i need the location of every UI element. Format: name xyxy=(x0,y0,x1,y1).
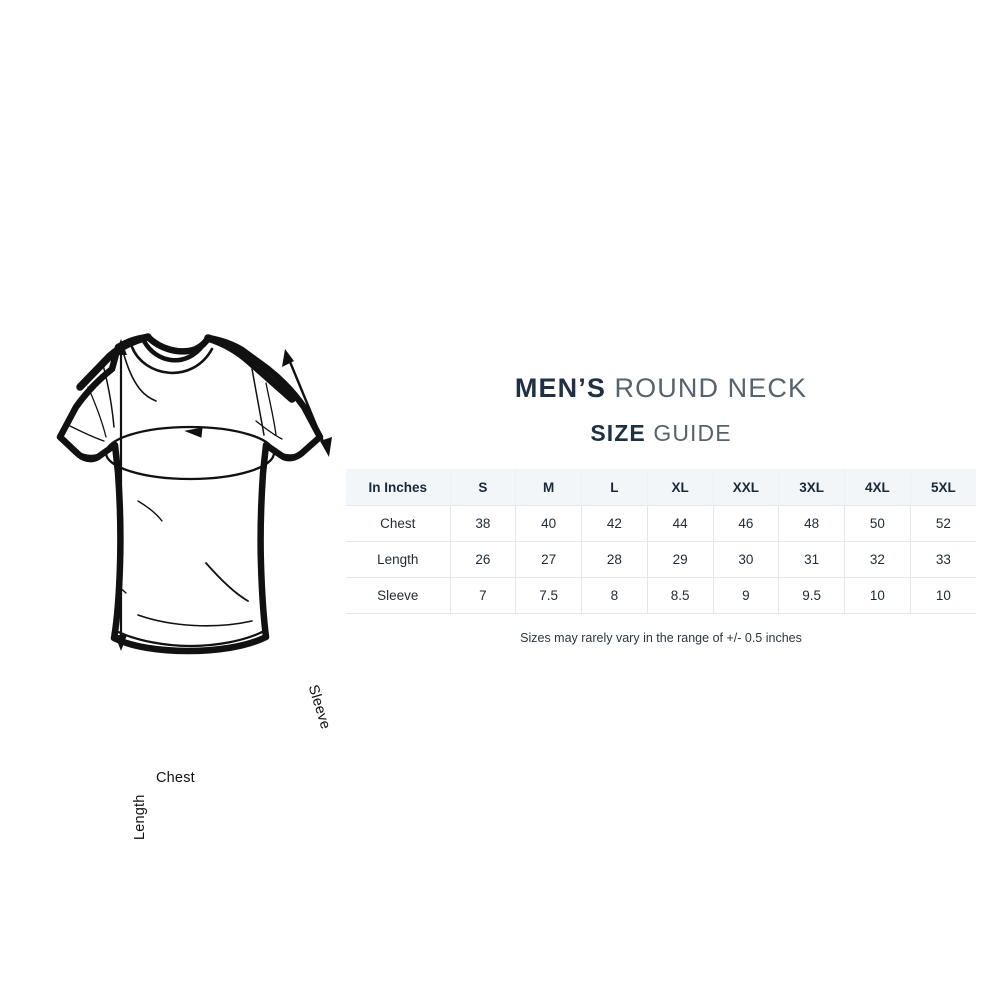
cell-length-5xl: 33 xyxy=(910,541,976,578)
cell-sleeve-3xl: 9.5 xyxy=(778,577,845,614)
page-subtitle: SIZE GUIDE xyxy=(346,422,976,445)
cell-length-4xl: 32 xyxy=(844,541,911,578)
length-arrowhead-top xyxy=(115,339,127,355)
cell-sleeve-4xl: 10 xyxy=(844,577,911,614)
cell-sleeve-m: 7.5 xyxy=(515,577,582,614)
tshirt-illustration: Chest Length Sleeve xyxy=(20,325,360,840)
column-header-xxl: XXL xyxy=(713,469,780,506)
chest-arrowhead xyxy=(184,427,203,438)
column-header-l: L xyxy=(581,469,648,506)
cell-sleeve-l: 8 xyxy=(581,577,648,614)
cell-chest-l: 42 xyxy=(581,505,648,542)
fold-left-sleeve xyxy=(87,386,107,438)
collar-rib xyxy=(141,338,207,363)
subtitle-size-word: SIZE xyxy=(590,420,646,446)
right-sleeve-hem xyxy=(280,433,322,457)
fold-side-left xyxy=(117,586,127,594)
chest-measure-ellipse xyxy=(104,425,276,481)
left-shoulder-line xyxy=(76,333,152,391)
sleeve-arrowhead-bottom xyxy=(320,437,332,457)
fold-right-shoulder xyxy=(251,368,265,436)
size-chart-body: Chest 38 40 42 44 46 48 50 52 Length 26 … xyxy=(346,505,976,614)
fold-hem-curve xyxy=(137,614,253,627)
row-label-length: Length xyxy=(346,541,451,578)
column-header-3xl: 3XL xyxy=(778,469,845,506)
tshirt-body-outline xyxy=(56,333,324,655)
cell-length-m: 27 xyxy=(515,541,582,578)
column-header-xl: XL xyxy=(647,469,714,506)
sleeve-arrowhead-top xyxy=(282,349,294,367)
cell-sleeve-s: 7 xyxy=(450,577,517,614)
row-label-chest: Chest xyxy=(346,505,451,542)
page-title: MEN’S ROUND NECK xyxy=(346,375,976,402)
cell-chest-5xl: 52 xyxy=(910,505,976,542)
cell-length-s: 26 xyxy=(450,541,517,578)
left-sleeve-hem xyxy=(58,433,100,457)
column-header-m: M xyxy=(515,469,582,506)
title-product-word: ROUND NECK xyxy=(614,373,808,403)
sleeve-measure-line xyxy=(286,356,328,450)
size-chart-table: In Inches S M L XL XXL 3XL 4XL 5XL Chest… xyxy=(346,469,976,614)
cell-length-3xl: 31 xyxy=(778,541,845,578)
table-row: Chest 38 40 42 44 46 48 50 52 xyxy=(346,505,976,542)
column-header-in-inches: In Inches xyxy=(346,469,451,506)
cell-chest-xl: 44 xyxy=(647,505,714,542)
fold-right-cuff xyxy=(267,448,299,458)
cell-length-l: 28 xyxy=(581,541,648,578)
fold-torso-left xyxy=(137,500,163,522)
table-row: Sleeve 7 7.5 8 8.5 9 9.5 10 10 xyxy=(346,577,976,614)
fold-left-sleeve-2 xyxy=(67,424,105,442)
fold-right-sleeve-2 xyxy=(255,420,283,440)
title-brand-word: MEN’S xyxy=(514,373,606,403)
fold-left-shoulder xyxy=(101,360,115,428)
hem-band-line xyxy=(112,628,268,648)
table-header-row: In Inches S M L XL XXL 3XL 4XL 5XL xyxy=(346,469,976,506)
length-measure-label: Length xyxy=(132,794,148,840)
cell-length-xl: 29 xyxy=(647,541,714,578)
column-header-5xl: 5XL xyxy=(910,469,976,506)
size-chart-header: In Inches S M L XL XXL 3XL 4XL 5XL xyxy=(346,469,976,506)
right-shoulder-line xyxy=(204,334,296,403)
size-guide-panel: MEN’S ROUND NECK SIZE GUIDE In Inches S … xyxy=(346,366,976,645)
size-variance-note: Sizes may rarely vary in the range of +/… xyxy=(520,631,802,645)
chest-measure-label: Chest xyxy=(156,770,195,786)
table-row: Length 26 27 28 29 30 31 32 33 xyxy=(346,541,976,578)
collar-inner-arc xyxy=(130,345,214,375)
cell-sleeve-xxl: 9 xyxy=(713,577,780,614)
length-arrowhead-bottom xyxy=(115,635,127,651)
tshirt-drawing xyxy=(56,333,332,655)
subtitle-guide-word: GUIDE xyxy=(653,420,732,446)
cell-chest-xxl: 46 xyxy=(713,505,780,542)
sleeve-measure-label: Sleeve xyxy=(304,683,334,732)
cell-chest-s: 38 xyxy=(450,505,517,542)
column-header-s: S xyxy=(450,469,517,506)
cell-sleeve-5xl: 10 xyxy=(910,577,976,614)
cell-chest-m: 40 xyxy=(515,505,582,542)
fold-torso-right xyxy=(205,562,249,602)
cell-chest-3xl: 48 xyxy=(778,505,845,542)
column-header-4xl: 4XL xyxy=(844,469,911,506)
cell-length-xxl: 30 xyxy=(713,541,780,578)
cell-sleeve-xl: 8.5 xyxy=(647,577,714,614)
cell-chest-4xl: 50 xyxy=(844,505,911,542)
fold-right-sleeve xyxy=(265,382,277,436)
collar-fold-left xyxy=(123,354,157,402)
row-label-sleeve: Sleeve xyxy=(346,577,451,614)
